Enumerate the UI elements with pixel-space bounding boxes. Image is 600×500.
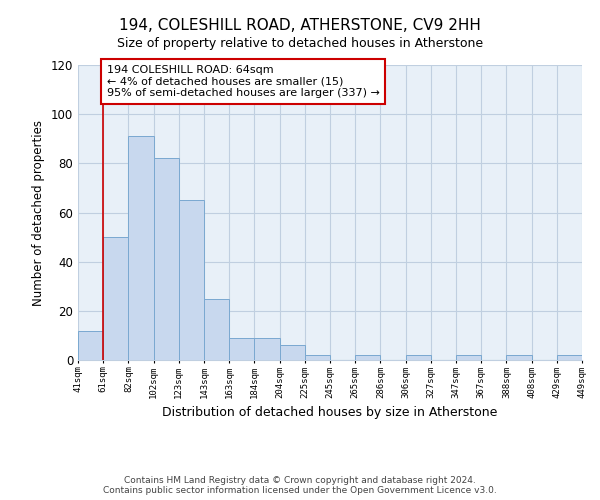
Bar — [355, 355, 380, 360]
Bar — [280, 345, 305, 360]
Bar — [406, 355, 431, 360]
Text: 194 COLESHILL ROAD: 64sqm
← 4% of detached houses are smaller (15)
95% of semi-d: 194 COLESHILL ROAD: 64sqm ← 4% of detach… — [107, 65, 380, 98]
Bar — [154, 158, 179, 360]
Bar — [103, 237, 128, 360]
Bar — [229, 338, 254, 360]
Bar — [179, 200, 204, 360]
Y-axis label: Number of detached properties: Number of detached properties — [32, 120, 45, 306]
Bar — [204, 298, 229, 360]
Bar — [456, 355, 481, 360]
Bar — [506, 355, 532, 360]
Bar — [78, 330, 103, 360]
Bar — [254, 338, 280, 360]
X-axis label: Distribution of detached houses by size in Atherstone: Distribution of detached houses by size … — [163, 406, 497, 419]
Text: 194, COLESHILL ROAD, ATHERSTONE, CV9 2HH: 194, COLESHILL ROAD, ATHERSTONE, CV9 2HH — [119, 18, 481, 32]
Text: Size of property relative to detached houses in Atherstone: Size of property relative to detached ho… — [117, 38, 483, 51]
Bar — [128, 136, 154, 360]
Bar — [557, 355, 582, 360]
Text: Contains HM Land Registry data © Crown copyright and database right 2024.
Contai: Contains HM Land Registry data © Crown c… — [103, 476, 497, 495]
Bar — [305, 355, 330, 360]
